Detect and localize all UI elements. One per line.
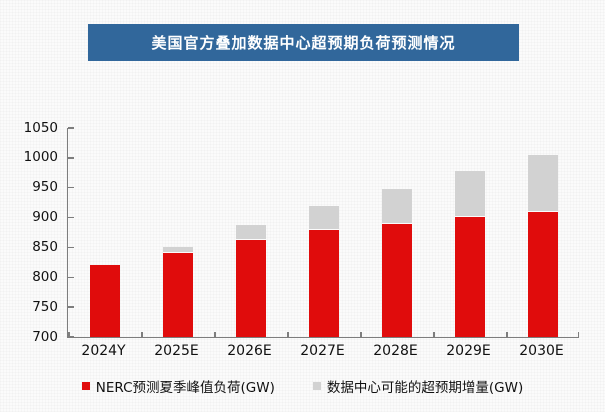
y-tick	[68, 186, 74, 189]
x-tick	[214, 332, 216, 337]
y-tick-label: 1000	[23, 149, 58, 166]
legend-swatch-gray-icon	[312, 382, 321, 390]
bar-gray-segment	[454, 171, 485, 217]
chart-title: 美国官方叠加数据中心超预期负荷预测情况	[151, 34, 456, 52]
y-tick	[68, 306, 74, 308]
chart-title-banner: 美国官方叠加数据中心超预期负荷预测情况	[88, 24, 519, 61]
y-tick	[68, 127, 74, 129]
x-tick	[68, 332, 70, 337]
legend-item-nerc-forecast: NERC预测夏季峰值负荷(GW)	[81, 376, 275, 396]
y-tick-label: 950	[32, 178, 58, 195]
y-tick-label: 850	[32, 238, 58, 255]
x-tick-label: 2026E	[227, 343, 272, 359]
x-tick-label: 2029E	[446, 343, 491, 359]
legend-swatch-red-icon	[81, 382, 90, 390]
y-tick	[68, 336, 74, 338]
x-tick-label: 2024Y	[81, 343, 126, 359]
y-tick	[68, 276, 74, 279]
bar-red-segment	[89, 265, 120, 337]
y-tick-label: 700	[32, 328, 58, 345]
x-tick	[360, 332, 362, 337]
x-tick	[506, 332, 508, 337]
y-tick	[68, 216, 74, 219]
x-tick-label: 2025E	[154, 343, 199, 359]
x-tick	[433, 332, 435, 337]
bar-gray-segment	[235, 224, 266, 241]
legend-label: NERC预测夏季峰值负荷(GW)	[95, 380, 275, 396]
y-tick-label: 800	[32, 268, 58, 285]
x-tick	[287, 332, 289, 337]
y-axis-labels: 700 750 800 850 900 950 1000 1050	[0, 121, 58, 343]
bar-red-segment	[308, 230, 339, 337]
legend-item-datacenter-increment: 数据中心可能的超预期增量(GW)	[312, 376, 524, 396]
bar-red-segment	[381, 223, 412, 337]
x-axis-labels: 2024Y 2025E 2026E 2027E 2028E 2029E 2030E	[67, 343, 578, 359]
legend: NERC预测夏季峰值负荷(GW) 数据中心可能的超预期增量(GW)	[0, 376, 605, 396]
x-tick	[141, 332, 143, 337]
bar-gray-segment	[527, 155, 558, 213]
x-tick	[577, 332, 579, 337]
y-tick	[68, 157, 74, 159]
bar-red-segment	[162, 252, 193, 337]
bar-red-segment	[454, 216, 485, 337]
bar-gray-segment	[162, 247, 193, 253]
y-tick-label: 750	[32, 298, 58, 315]
bar-gray-segment	[381, 188, 412, 224]
y-tick-label: 900	[32, 208, 58, 225]
x-tick-label: 2028E	[373, 343, 418, 359]
y-tick-label: 1050	[23, 119, 58, 136]
bar-red-segment	[235, 240, 266, 337]
x-tick-label: 2030E	[519, 343, 564, 359]
y-tick	[68, 246, 74, 249]
legend-label: 数据中心可能的超预期增量(GW)	[326, 380, 524, 396]
plot-area	[67, 127, 579, 338]
bar-gray-segment	[308, 205, 339, 231]
bar-red-segment	[527, 212, 558, 337]
x-tick-label: 2027E	[300, 343, 345, 359]
